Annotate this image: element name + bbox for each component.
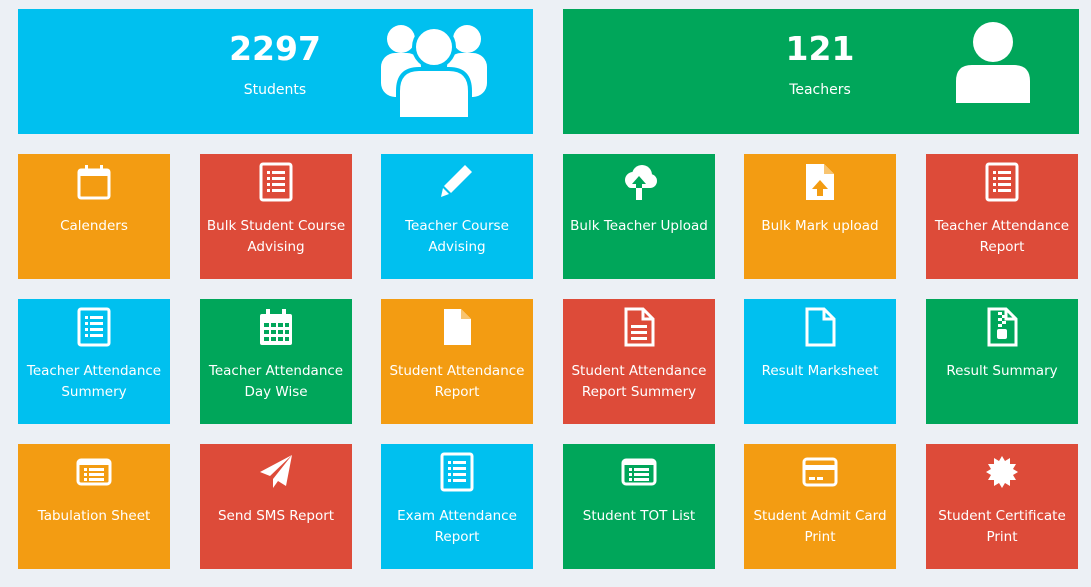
- tile-bulk-student-course-advising[interactable]: Bulk Student Course Advising: [200, 154, 352, 279]
- tile-label: Bulk Teacher Upload: [570, 218, 708, 234]
- tile-label: Teacher Attendance Day Wise: [208, 363, 344, 400]
- teachers-label: Teachers: [789, 82, 851, 98]
- tile-student-admit-card-print[interactable]: Student Admit Card Print: [744, 444, 896, 569]
- pencil-icon: [439, 162, 475, 202]
- file-icon: [439, 307, 475, 347]
- students-stat-box[interactable]: 2297 Students: [18, 9, 533, 134]
- credit-card-icon: [802, 452, 838, 492]
- teachers-count: 121: [785, 29, 855, 68]
- file-upload-icon: [802, 162, 838, 202]
- students-count: 2297: [229, 29, 321, 68]
- tile-bulk-teacher-upload[interactable]: Bulk Teacher Upload: [563, 154, 715, 279]
- tile-exam-attendance-report[interactable]: Exam Attendance Report: [381, 444, 533, 569]
- tile-label: Result Marksheet: [761, 363, 879, 379]
- tile-label: Send SMS Report: [217, 508, 335, 524]
- tile-label: Teacher Attendance Report: [934, 218, 1070, 255]
- tile-label: Student Admit Card Print: [753, 508, 887, 545]
- tile-label: Bulk Student Course Advising: [206, 218, 346, 255]
- tile-student-tot-list[interactable]: Student TOT List: [563, 444, 715, 569]
- tile-label: Student TOT List: [582, 508, 696, 524]
- tile-label: Tabulation Sheet: [37, 508, 151, 524]
- tile-label: Student Attendance Report Summery: [571, 363, 707, 400]
- calendar-grid-icon: [258, 307, 294, 347]
- tile-teacher-attendance-report[interactable]: Teacher Attendance Report: [926, 154, 1078, 279]
- tile-student-attendance-report-summery[interactable]: Student Attendance Report Summery: [563, 299, 715, 424]
- certificate-icon: [984, 452, 1020, 492]
- tile-teacher-attendance-day-wise[interactable]: Teacher Attendance Day Wise: [200, 299, 352, 424]
- tile-bulk-mark-upload[interactable]: Bulk Mark upload: [744, 154, 896, 279]
- tile-label: Teacher Course Advising: [405, 218, 509, 255]
- students-label: Students: [243, 82, 307, 98]
- tile-label: Student Certificate Print: [938, 508, 1066, 545]
- file-zip-icon: [984, 307, 1020, 347]
- tile-label: Teacher Attendance Summery: [26, 363, 162, 400]
- tile-label: Exam Attendance Report: [397, 508, 517, 545]
- file-outline-icon: [802, 307, 838, 347]
- list-alt-icon: [76, 452, 112, 492]
- list-alt-icon: [621, 452, 657, 492]
- tile-label: Student Attendance Report: [389, 363, 525, 400]
- file-text-icon: [621, 307, 657, 347]
- cloud-upload-icon: [621, 162, 657, 202]
- list-document-icon: [439, 452, 475, 492]
- teachers-stat-box[interactable]: 121 Teachers: [563, 9, 1079, 134]
- paper-plane-icon: [258, 452, 294, 492]
- list-document-icon: [258, 162, 294, 202]
- tile-calenders[interactable]: Calenders: [18, 154, 170, 279]
- tile-label: Calenders: [60, 218, 128, 234]
- tile-student-certificate-print[interactable]: Student Certificate Print: [926, 444, 1078, 569]
- tile-teacher-course-advising[interactable]: Teacher Course Advising: [381, 154, 533, 279]
- tile-tabulation-sheet[interactable]: Tabulation Sheet: [18, 444, 170, 569]
- tile-send-sms-report[interactable]: Send SMS Report: [200, 444, 352, 569]
- tile-result-marksheet[interactable]: Result Marksheet: [744, 299, 896, 424]
- tile-result-summary[interactable]: Result Summary: [926, 299, 1078, 424]
- tile-label: Result Summary: [946, 363, 1058, 379]
- tile-teacher-attendance-summery[interactable]: Teacher Attendance Summery: [18, 299, 170, 424]
- tile-student-attendance-report[interactable]: Student Attendance Report: [381, 299, 533, 424]
- tile-label: Bulk Mark upload: [761, 218, 879, 234]
- user-icon: [956, 22, 1030, 103]
- users-icon: [381, 25, 487, 119]
- list-document-icon: [984, 162, 1020, 202]
- calendar-icon: [76, 162, 112, 202]
- list-document-icon: [76, 307, 112, 347]
